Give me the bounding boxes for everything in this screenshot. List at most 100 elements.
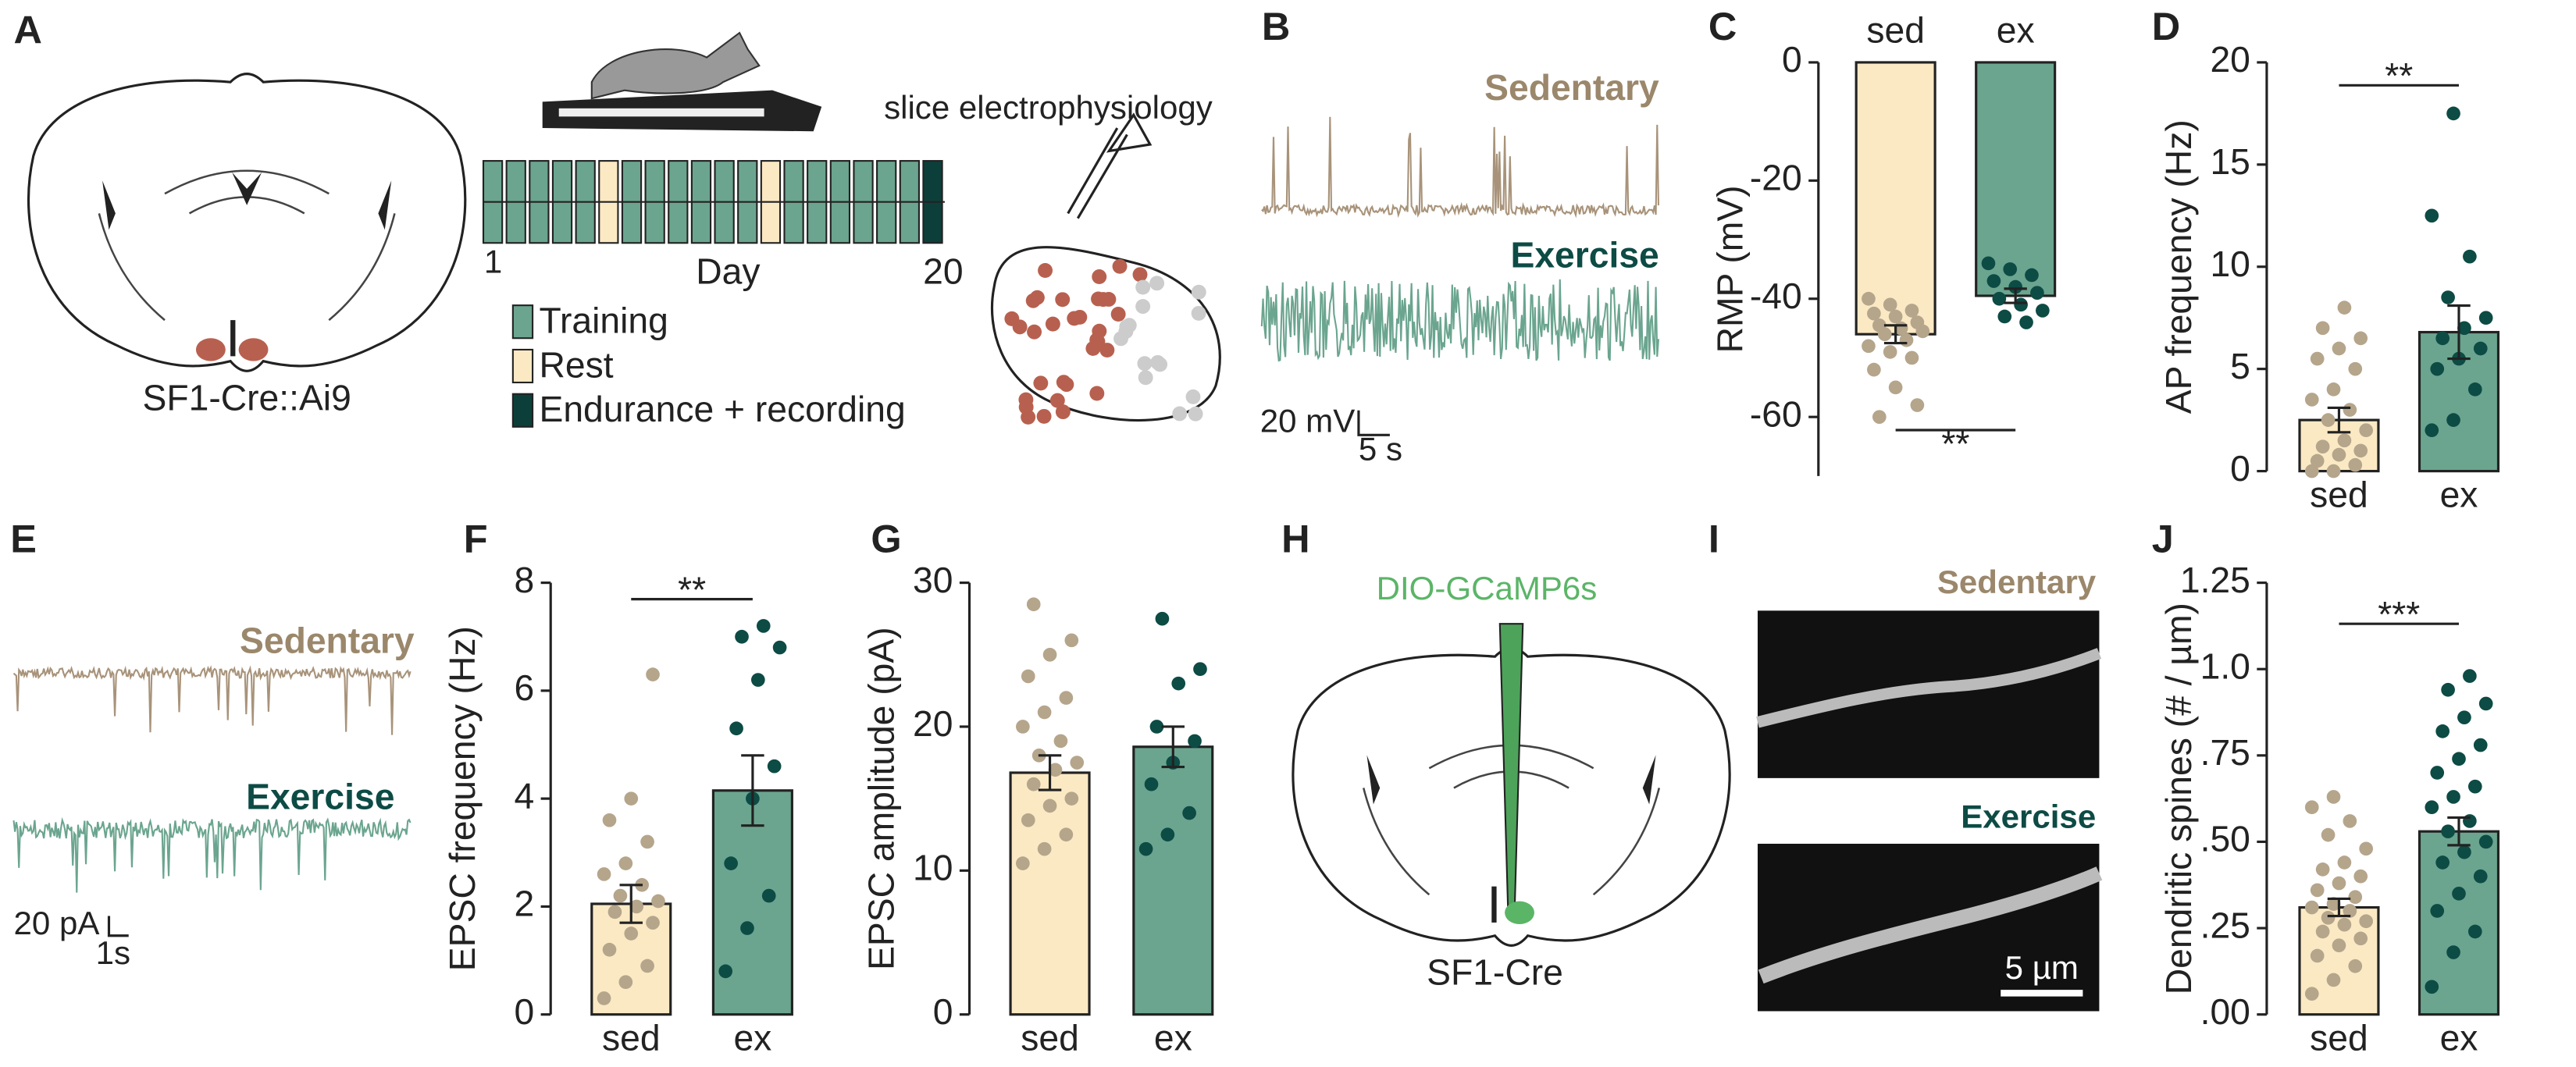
y-tick-label: 30 [913, 560, 953, 600]
data-point [1872, 410, 1887, 425]
y-tick-label: 0 [933, 991, 953, 1032]
data-point [2310, 351, 2325, 366]
day-start: 1 [484, 244, 502, 280]
data-point [2343, 814, 2357, 828]
data-point [2337, 433, 2352, 448]
brain-outline [1292, 647, 1731, 947]
scale-label: 1s [96, 934, 130, 971]
data-point [1042, 647, 1057, 662]
panel-letter: A [14, 7, 42, 52]
data-point [2348, 361, 2363, 376]
trace-title: Sedentary [1484, 67, 1659, 108]
image-title: Sedentary [1937, 564, 2097, 600]
data-point [2467, 924, 2482, 939]
data-point [2457, 845, 2471, 859]
trace [12, 816, 412, 893]
scale-label: 20 pA [14, 905, 100, 941]
data-point [2326, 464, 2341, 478]
data-point [2304, 987, 2319, 1001]
data-point [2343, 403, 2357, 417]
data-point [2478, 696, 2493, 711]
data-point [1904, 304, 1919, 318]
cell [1096, 292, 1111, 308]
x-tick-label: ex [2440, 1018, 2478, 1058]
error-bar [1161, 725, 1185, 769]
data-point [1138, 841, 1153, 856]
data-point [2473, 869, 2488, 884]
virus-label: DIO-GCaMP6s [1377, 570, 1598, 606]
data-point [2304, 393, 2319, 407]
data-point [1188, 734, 1202, 749]
y-tick-label: 6 [514, 667, 534, 708]
y-tick-label: -40 [1750, 276, 1802, 316]
data-point [640, 834, 654, 849]
data-point [756, 619, 771, 633]
data-point [602, 942, 617, 957]
y-tick-label: 4 [514, 775, 534, 816]
day-axis: Day [696, 251, 761, 291]
panel-letter: D [2152, 4, 2180, 48]
data-point [624, 927, 639, 941]
legend-swatch [511, 348, 534, 384]
data-point [761, 888, 776, 903]
data-point [1888, 380, 1903, 395]
data-point [2441, 290, 2455, 304]
data-point [2036, 304, 2050, 318]
scale-label: 20 mV [1260, 403, 1356, 439]
treadmill-belt [558, 108, 764, 117]
data-point [2425, 980, 2439, 994]
cell [1112, 258, 1128, 274]
data-point [2425, 423, 2439, 438]
data-point [2315, 321, 2330, 336]
data-point [1867, 306, 1881, 321]
micrograph [1757, 610, 2100, 778]
x-tick-label: ex [733, 1018, 771, 1058]
data-point [1037, 705, 1052, 720]
cell [1089, 386, 1105, 401]
cell [1027, 324, 1042, 340]
y-axis-label: EPSC amplitude (pA) [860, 627, 901, 970]
data-point [2008, 279, 2022, 294]
y-axis-label: AP frequency (Hz) [2158, 119, 2199, 414]
data-point [1997, 309, 2012, 324]
panel-letter: B [1262, 4, 1290, 48]
data-point [1064, 633, 1079, 648]
caption: slice electrophysiology [884, 89, 1213, 126]
legend-label: Rest [539, 344, 613, 385]
data-point [1877, 327, 1892, 342]
x-tick-label: sed [1021, 1018, 1079, 1058]
cell [1149, 276, 1165, 291]
cell [1137, 356, 1153, 372]
data-point [2478, 834, 2493, 849]
data-point [2326, 973, 2341, 987]
data-point [1016, 720, 1030, 734]
cell [1132, 267, 1148, 283]
cell [1021, 409, 1036, 425]
data-point [735, 629, 749, 644]
mouse [590, 31, 761, 100]
legend-label: Endurance + recording [539, 389, 905, 429]
error-bar [2327, 897, 2351, 918]
data-point [2463, 669, 2477, 683]
y-tick-label: .00 [2200, 991, 2250, 1032]
data-point [2326, 790, 2341, 804]
data-point [2441, 682, 2455, 697]
panel-letter: F [464, 516, 488, 560]
data-point [2337, 301, 2352, 315]
data-point [1026, 597, 1041, 612]
cell [1056, 375, 1071, 390]
data-point [2310, 883, 2325, 898]
error-bar [741, 754, 764, 827]
cell [1036, 408, 1052, 424]
data-point [2332, 447, 2346, 462]
brain-label: SF1-Cre::Ai9 [143, 377, 351, 418]
data-point [2452, 752, 2466, 766]
error-bar [2447, 816, 2471, 847]
trace [1261, 116, 1660, 219]
data-point [1021, 669, 1035, 684]
data-point [629, 899, 644, 914]
data-point [2030, 286, 2044, 301]
data-point [2425, 208, 2439, 223]
panel-letter: C [1708, 4, 1737, 48]
data-point [2348, 890, 2363, 905]
